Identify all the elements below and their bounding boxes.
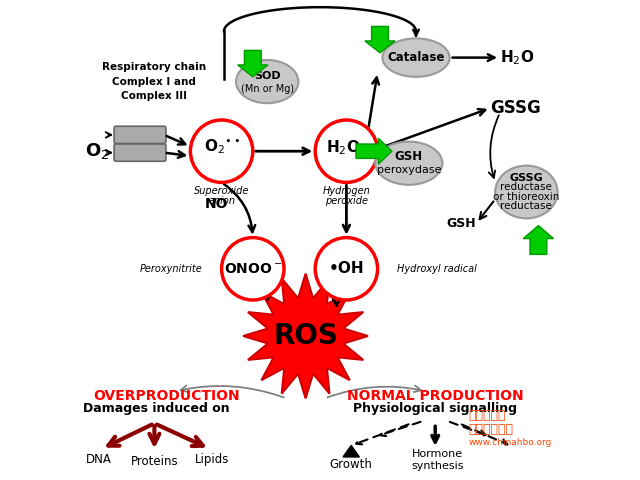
Ellipse shape <box>383 38 450 77</box>
Polygon shape <box>243 274 368 398</box>
Text: Catalase: Catalase <box>387 51 445 64</box>
Text: Peroxynitrite: Peroxynitrite <box>140 264 202 274</box>
Text: 医学信息中心: 医学信息中心 <box>468 423 514 436</box>
Text: anion: anion <box>208 196 235 205</box>
Text: Complex III: Complex III <box>122 91 188 101</box>
FancyBboxPatch shape <box>114 126 166 144</box>
Ellipse shape <box>375 142 442 185</box>
Text: Superoxide: Superoxide <box>194 186 250 196</box>
Text: Damages induced on: Damages induced on <box>83 402 230 416</box>
Text: O$_2$: O$_2$ <box>84 141 109 161</box>
Text: Respiratory chain: Respiratory chain <box>102 62 207 72</box>
Text: OVERPRODUCTION: OVERPRODUCTION <box>93 389 240 403</box>
Text: reductase: reductase <box>500 182 552 192</box>
Text: Physiological signalling: Physiological signalling <box>353 402 517 416</box>
Text: GSH: GSH <box>395 150 423 164</box>
Text: DNA: DNA <box>86 453 112 467</box>
Circle shape <box>316 238 378 300</box>
Text: GSSG: GSSG <box>490 99 541 117</box>
FancyArrow shape <box>365 26 395 53</box>
FancyBboxPatch shape <box>80 0 560 480</box>
Text: Growth: Growth <box>330 457 372 471</box>
Text: SOD: SOD <box>254 71 280 81</box>
FancyArrow shape <box>524 226 554 254</box>
Text: H$_2$O$_2$: H$_2$O$_2$ <box>326 138 367 156</box>
Text: peroxydase: peroxydase <box>376 166 441 175</box>
Text: Hormone
synthesis: Hormone synthesis <box>412 449 464 470</box>
Text: www.chinahbo.org: www.chinahbo.org <box>468 438 552 447</box>
Text: Complex I and: Complex I and <box>113 77 196 86</box>
Ellipse shape <box>236 60 298 103</box>
Text: Hydroxyl radical: Hydroxyl radical <box>397 264 477 274</box>
Text: GSH: GSH <box>446 216 476 230</box>
Text: GSSG: GSSG <box>509 173 543 182</box>
Text: or thioreoxin: or thioreoxin <box>493 192 559 202</box>
FancyBboxPatch shape <box>114 144 166 161</box>
Text: Lipids: Lipids <box>195 453 229 467</box>
Circle shape <box>221 238 284 300</box>
Text: NO: NO <box>205 197 228 211</box>
Circle shape <box>316 120 378 182</box>
Text: reductase: reductase <box>500 202 552 211</box>
FancyArrow shape <box>237 50 268 77</box>
Text: ROS: ROS <box>273 322 338 350</box>
Circle shape <box>191 120 253 182</box>
Text: peroxide: peroxide <box>325 196 368 205</box>
Text: 中华高压氧: 中华高压氧 <box>468 408 506 422</box>
Polygon shape <box>343 445 360 457</box>
Ellipse shape <box>495 166 557 218</box>
Text: ONOO$^-$: ONOO$^-$ <box>224 262 282 276</box>
Text: Hydrogen: Hydrogen <box>323 186 371 196</box>
FancyArrow shape <box>356 138 392 164</box>
Text: •OH: •OH <box>328 261 364 276</box>
Text: (Mn or Mg): (Mn or Mg) <box>241 84 294 94</box>
Text: O$_2$$^{\bullet\bullet}$: O$_2$$^{\bullet\bullet}$ <box>204 137 239 156</box>
Text: Proteins: Proteins <box>131 455 178 468</box>
Text: NORMAL PRODUCTION: NORMAL PRODUCTION <box>347 389 524 403</box>
Text: H$_2$O: H$_2$O <box>500 48 534 67</box>
